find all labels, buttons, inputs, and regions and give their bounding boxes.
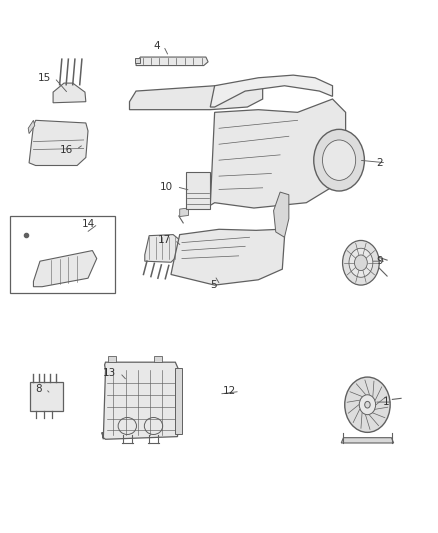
Text: 1: 1: [383, 397, 389, 407]
Polygon shape: [171, 229, 285, 285]
Text: 17: 17: [158, 235, 171, 245]
Text: 15: 15: [38, 73, 51, 83]
Text: 5: 5: [210, 280, 217, 290]
Polygon shape: [210, 99, 346, 208]
Polygon shape: [180, 208, 188, 216]
Text: 16: 16: [60, 144, 73, 155]
Text: 12: 12: [223, 386, 237, 397]
Circle shape: [365, 401, 370, 408]
Circle shape: [349, 248, 373, 277]
Polygon shape: [153, 356, 162, 362]
Text: 10: 10: [160, 182, 173, 192]
Polygon shape: [135, 58, 141, 63]
Bar: [30, 382, 63, 411]
Text: 8: 8: [35, 384, 42, 394]
Circle shape: [354, 255, 367, 271]
Polygon shape: [175, 368, 182, 434]
Text: 9: 9: [376, 256, 383, 266]
Text: 14: 14: [81, 219, 95, 229]
Polygon shape: [274, 192, 289, 237]
Polygon shape: [108, 356, 117, 362]
Polygon shape: [102, 362, 180, 439]
Circle shape: [359, 395, 376, 415]
Text: 13: 13: [103, 368, 117, 378]
Polygon shape: [210, 75, 332, 107]
Text: 2: 2: [376, 158, 383, 168]
Circle shape: [314, 130, 364, 191]
Bar: [11, 216, 115, 293]
Polygon shape: [53, 83, 86, 103]
Polygon shape: [29, 120, 88, 165]
Polygon shape: [28, 120, 35, 134]
Polygon shape: [341, 438, 394, 443]
Polygon shape: [136, 57, 208, 66]
Circle shape: [322, 140, 356, 180]
Circle shape: [345, 377, 390, 432]
Circle shape: [343, 240, 379, 285]
Bar: [186, 172, 210, 209]
Polygon shape: [130, 86, 263, 110]
Text: 4: 4: [153, 41, 160, 51]
Polygon shape: [33, 251, 97, 287]
Polygon shape: [145, 235, 180, 262]
